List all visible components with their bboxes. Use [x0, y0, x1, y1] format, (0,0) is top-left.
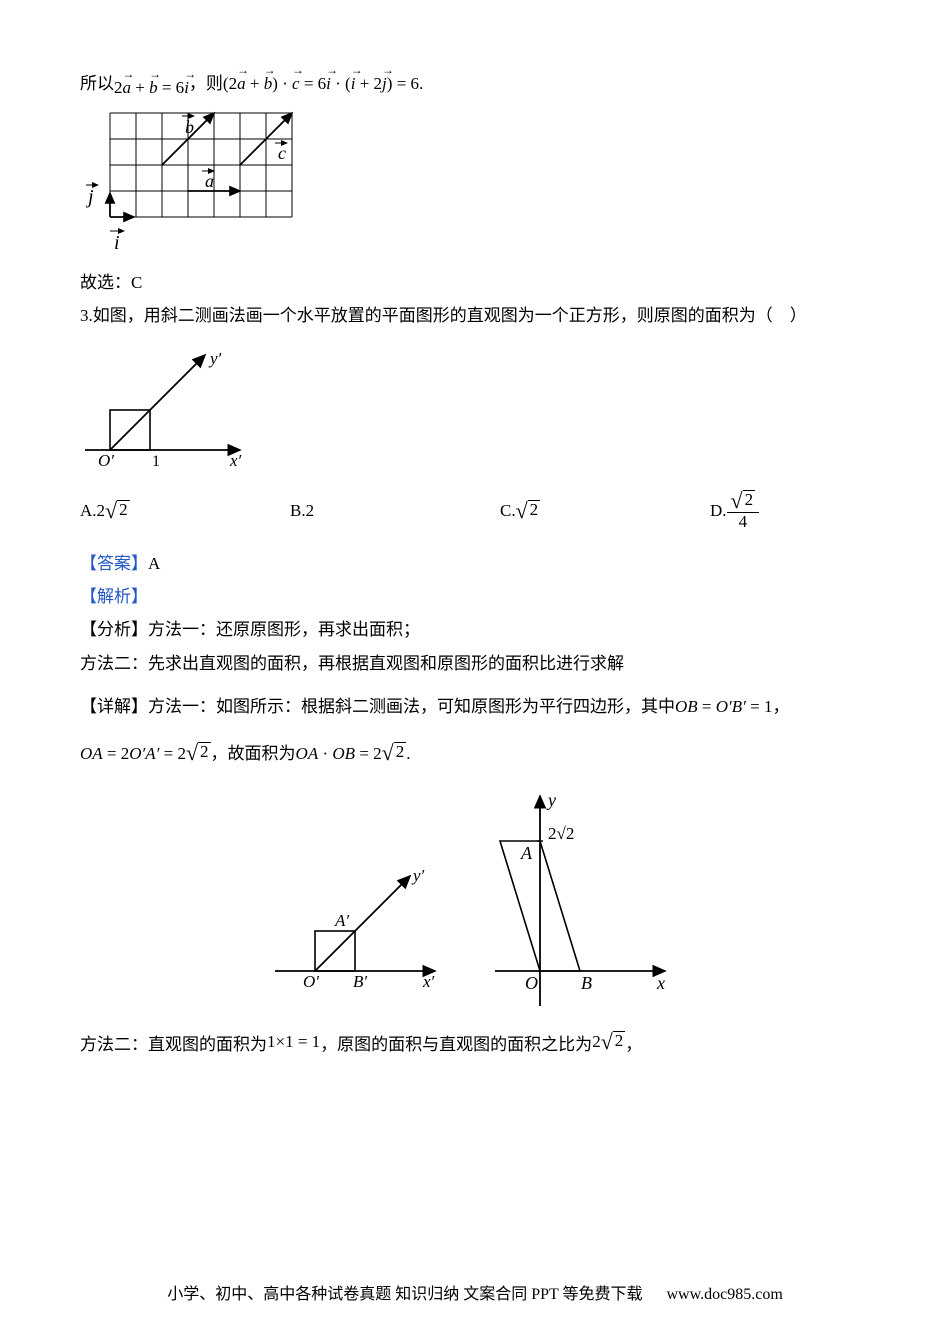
svg-text:x′: x′ — [229, 451, 242, 470]
text: 所以 — [80, 70, 114, 97]
question-3: 3. 如图，用斜二测画法画一个水平放置的平面图形的直观图为一个正方形，则原图的面… — [80, 302, 870, 329]
svg-text:x′: x′ — [422, 972, 435, 991]
svg-text:x: x — [656, 973, 665, 993]
option-c: C. √2 — [500, 490, 710, 532]
svg-text:y: y — [546, 790, 556, 810]
detail-2: OA = 2O′A′ = 2 √2 ，故面积为 OA · OB = 2 √2 . — [80, 740, 870, 767]
options-row: A. 2 √2 B. 2 C. √2 D. √2 4 — [80, 490, 870, 532]
figure-pair: O′ B′ x′ A′ y′ O B x A y 2√2 — [80, 781, 870, 1011]
answer-label: 【答案】A — [80, 550, 870, 577]
svg-text:O′: O′ — [303, 972, 319, 991]
analysis-2: 方法二：先求出直观图的面积，再根据直观图和原图形的面积比进行求解 — [80, 650, 870, 677]
equation-line-1: 所以 2a + b = 6i ，则 (2a + b) · c = 6i · (i… — [80, 70, 870, 97]
svg-text:y′: y′ — [411, 866, 425, 885]
svg-text:c: c — [278, 143, 286, 163]
analysis-1: 【分析】方法一：还原原图形，再求出面积； — [80, 616, 870, 643]
svg-text:1: 1 — [152, 453, 160, 470]
detail-1: 【详解】方法一：如图所示：根据斜二测画法，可知原图形为平行四边形，其中 OB =… — [80, 693, 870, 720]
svg-text:i: i — [114, 232, 120, 254]
grid-figure: b c a j i — [80, 103, 870, 263]
page-footer: 小学、初中、高中各种试卷真题 知识归纳 文案合同 PPT 等免费下载 www.d… — [0, 1280, 950, 1304]
option-b: B. 2 — [290, 490, 500, 532]
svg-text:O: O — [525, 973, 538, 993]
analysis-label: 【解析】 — [80, 583, 870, 610]
svg-text:B: B — [581, 973, 592, 993]
svg-text:a: a — [205, 171, 214, 191]
svg-text:O′: O′ — [98, 451, 114, 470]
svg-text:A′: A′ — [334, 911, 349, 930]
method-2: 方法二：直观图的面积为 1×1 = 1 ，原图的面积与直观图的面积之比为 2 √… — [80, 1031, 870, 1058]
svg-text:y′: y′ — [208, 349, 222, 368]
answer-line: 故选：C — [80, 269, 870, 296]
svg-text:2√2: 2√2 — [548, 824, 574, 843]
eq: (2a + b) · c = 6i · (i + 2j) = 6 — [223, 70, 419, 97]
svg-text:A: A — [520, 843, 533, 863]
svg-text:j: j — [85, 186, 94, 208]
option-d: D. √2 4 — [710, 490, 830, 532]
eq: 2a + b = 6i — [114, 74, 189, 101]
text: . — [419, 70, 423, 97]
option-a: A. 2 √2 — [80, 490, 290, 532]
svg-text:B′: B′ — [353, 972, 367, 991]
svg-text:b: b — [185, 117, 194, 137]
q3-figure: O′ 1 x′ y′ — [80, 340, 870, 480]
